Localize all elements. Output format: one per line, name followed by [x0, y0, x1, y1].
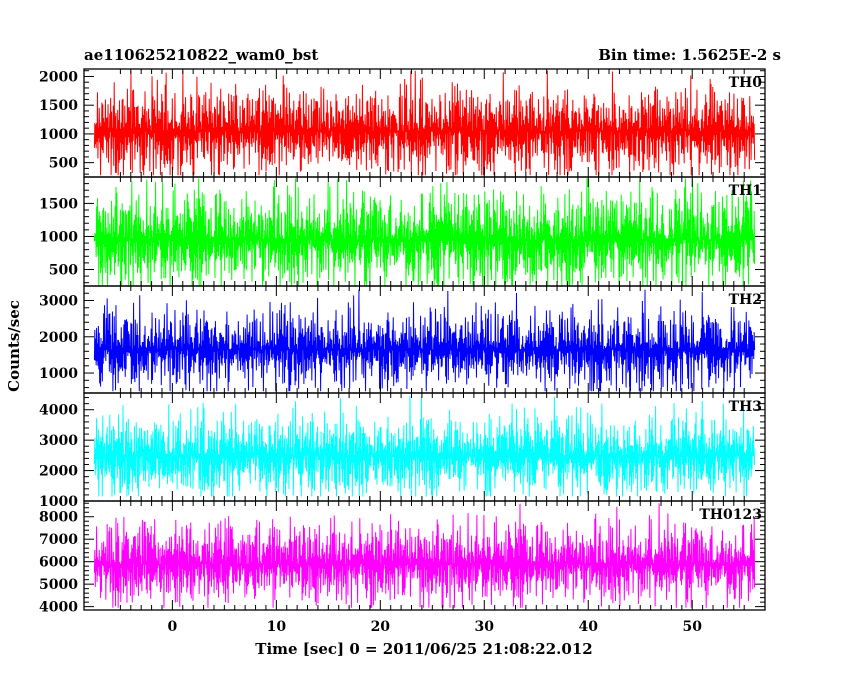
y-tick-label: 1000	[39, 127, 78, 143]
series-label-th3: TH3	[729, 399, 762, 415]
x-tick-label: 40	[579, 619, 599, 635]
y-tick-label: 1500	[39, 98, 78, 114]
y-tick-label: 4000	[39, 403, 78, 419]
y-tick-label: 2000	[39, 330, 78, 346]
series-line-th2	[93, 289, 756, 392]
series-label-th0123: TH0123	[699, 507, 762, 523]
x-tick-label: 50	[682, 619, 702, 635]
series-label-th1: TH1	[729, 183, 762, 199]
x-axis: 0 10 20 30 40 50	[167, 619, 702, 635]
panel-th0123: 4000 5000 6000 7000 8000 TH0123	[39, 500, 766, 616]
series-line-th3	[93, 396, 756, 497]
x-tick-label: 20	[371, 619, 391, 635]
y-tick-label: 500	[49, 156, 78, 172]
y-tick-label: 1000	[39, 229, 78, 245]
y-tick-label: 1000	[39, 366, 78, 382]
panels-group: 500 1000 1500 2000 TH0 500 1000 1500 TH1 1000 2000…	[39, 68, 766, 616]
x-tick-label: 10	[267, 619, 287, 635]
x-tick-label: 30	[475, 619, 495, 635]
y-tick-label: 7000	[39, 532, 78, 548]
y-tick-label: 3000	[39, 294, 78, 310]
y-tick-label: 500	[49, 262, 78, 278]
panel-th0: 500 1000 1500 2000 TH0	[39, 68, 766, 178]
panel-frame	[83, 500, 766, 611]
y-tick-label: 5000	[39, 577, 78, 593]
panel-th2: 1000 2000 3000 TH2	[39, 285, 766, 394]
y-tick-label: 1500	[39, 196, 78, 212]
y-tick-label: 2000	[39, 69, 78, 85]
y-tick-label: 3000	[39, 433, 78, 449]
x-axis-label: Time [sec] 0 = 2011/06/25 21:08:22.012	[255, 640, 592, 658]
series-line-th0	[93, 70, 756, 176]
series-line-th0123	[93, 503, 756, 608]
series-line-th1	[93, 178, 756, 286]
y-axis-label: Counts/sec	[5, 300, 23, 392]
chart-title-left: ae110625210822_wam0_bst	[84, 46, 318, 64]
series-label-th0: TH0	[729, 75, 763, 91]
x-tick-label: 0	[167, 619, 177, 635]
panel-th3: 1000 2000 3000 4000 TH3	[39, 392, 766, 510]
y-tick-label: 6000	[39, 555, 78, 571]
y-tick-label: 1000	[39, 494, 78, 510]
chart-title-right: Bin time: 1.5625E-2 s	[598, 46, 781, 64]
series-label-th2: TH2	[729, 292, 762, 308]
panel-th1: 500 1000 1500 TH1	[39, 176, 766, 287]
y-tick-label: 8000	[39, 510, 78, 526]
y-tick-label: 4000	[39, 600, 78, 616]
y-tick-label: 2000	[39, 464, 78, 480]
